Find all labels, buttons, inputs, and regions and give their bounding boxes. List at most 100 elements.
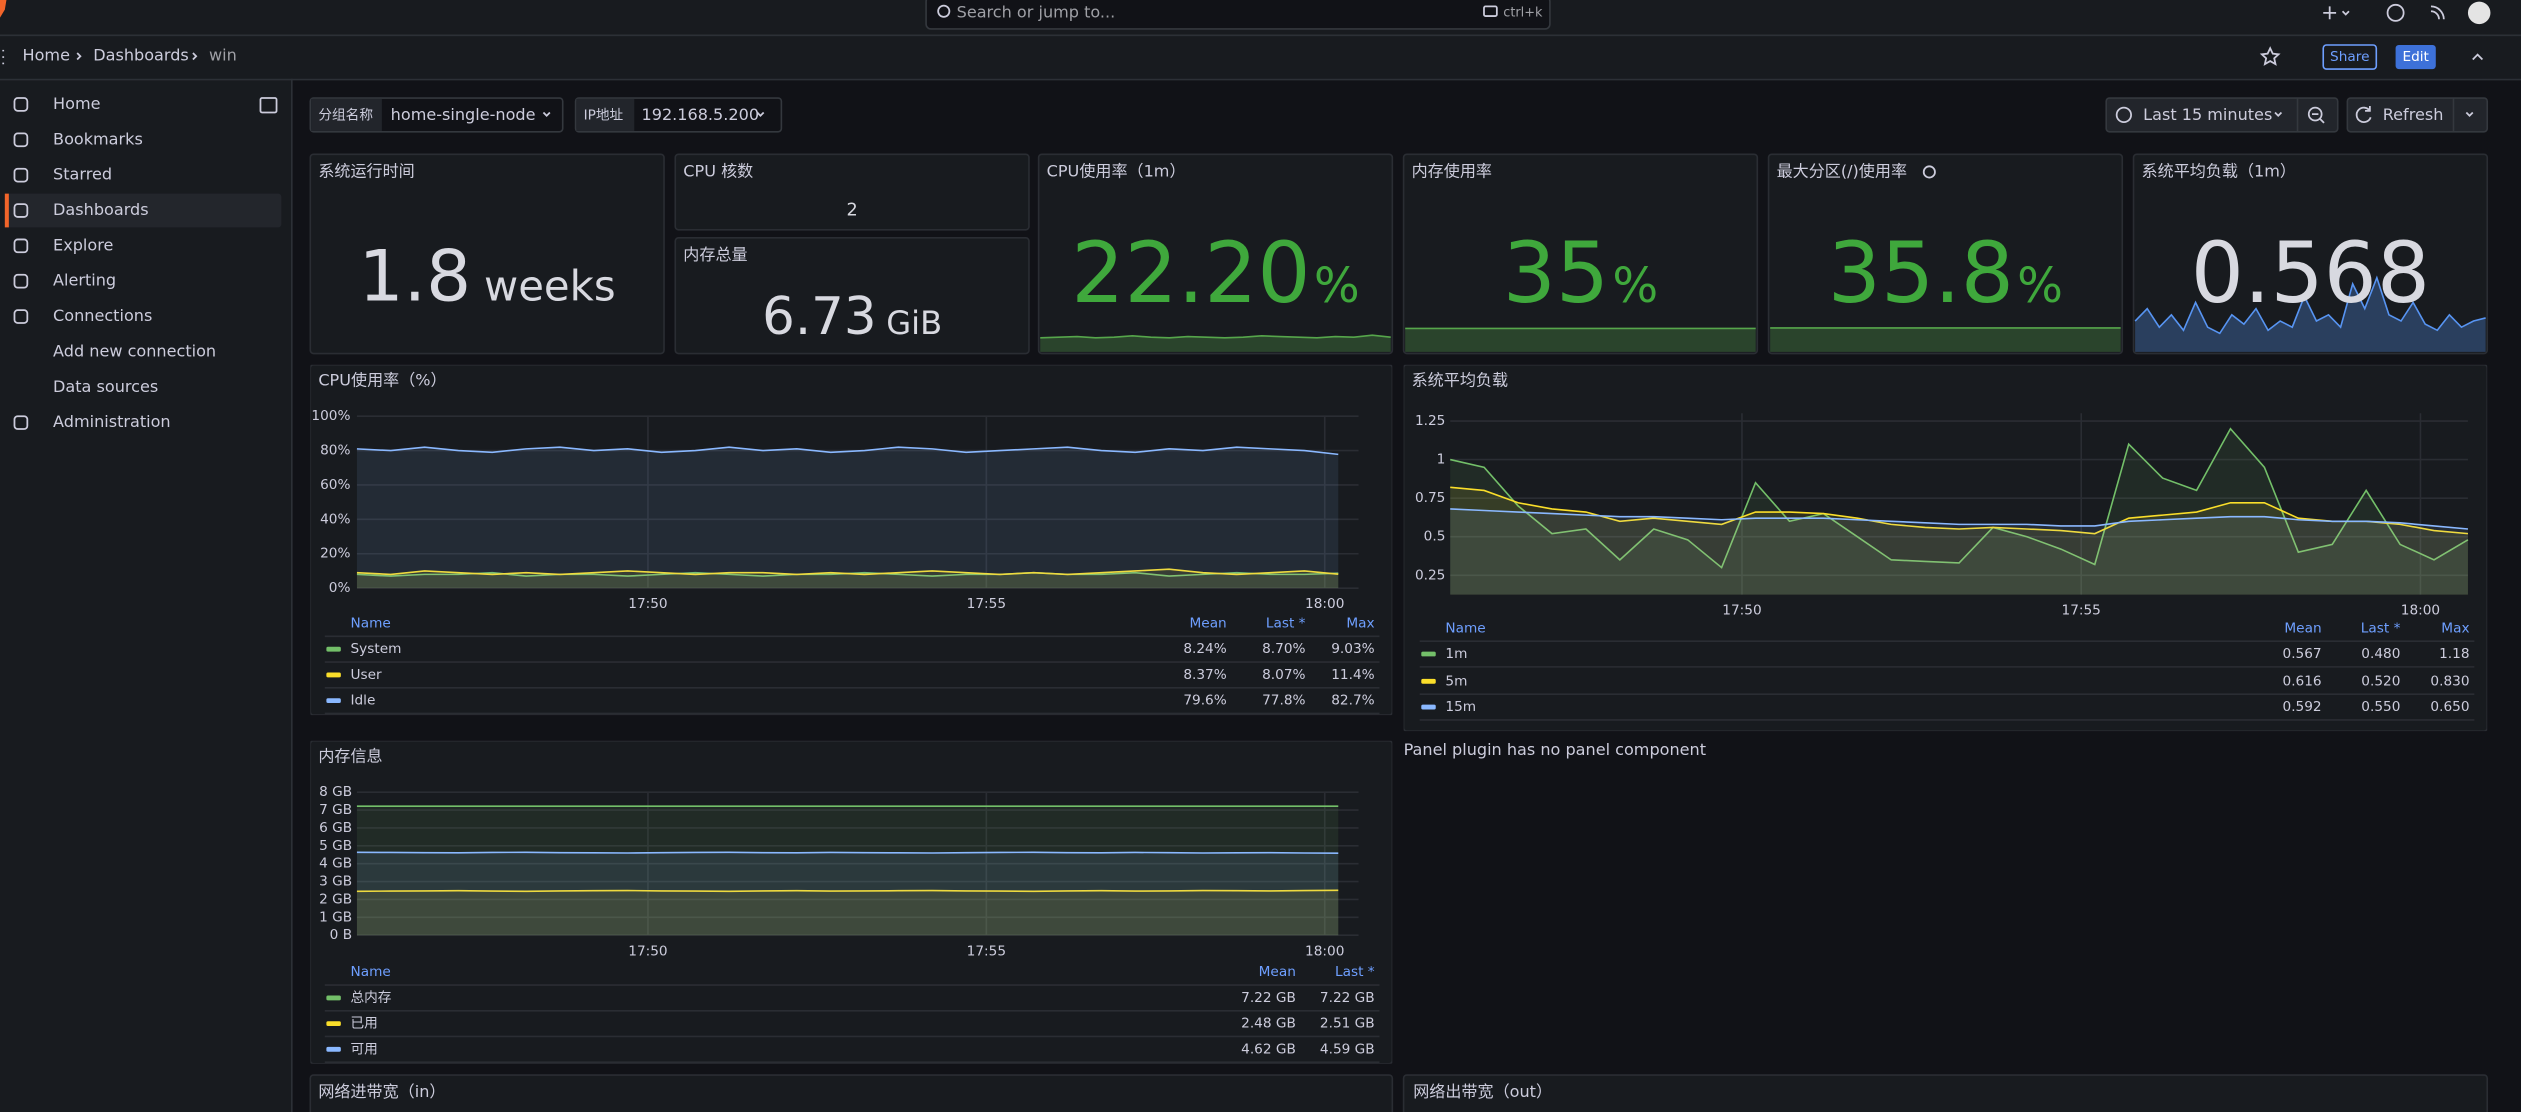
legend-value: 7.22 GB [1241, 990, 1296, 1006]
legend-header[interactable]: Max [1346, 615, 1374, 631]
chevron [756, 111, 765, 117]
legend-name[interactable]: 1m [1445, 646, 1467, 662]
nav-item[interactable]: Alerting [53, 271, 116, 290]
legend-header[interactable]: Last * [1266, 615, 1306, 631]
legend-value: 82.7% [1331, 693, 1374, 709]
legend-name[interactable]: 已用 [350, 1016, 377, 1032]
time-range: Last 15 minutes [2143, 105, 2272, 124]
series-fill [1450, 487, 2468, 595]
avatar[interactable] [2467, 1, 2491, 25]
refresh-interval-button[interactable] [2465, 111, 2474, 117]
y-tick-label: 1 GB [319, 909, 352, 925]
refresh-label: Refresh [2383, 105, 2444, 124]
variable-label-bg [576, 98, 635, 131]
shortcut: ctrl+k [1503, 5, 1543, 20]
share-button[interactable] [2322, 44, 2378, 70]
breadcrumb[interactable]: Home [23, 46, 71, 65]
y-tick-label: 3 GB [319, 874, 352, 890]
zoom-out-button[interactable] [2307, 106, 2323, 122]
legend-header[interactable]: Name [350, 615, 390, 631]
stat-value: 35% [1503, 224, 1658, 322]
x-tick-label: 17:55 [2062, 603, 2101, 619]
series-line [356, 446, 1339, 456]
legend-header[interactable]: Max [2441, 620, 2469, 636]
legend-name[interactable]: 总内存 [350, 990, 391, 1006]
legend-value: 0.567 [2283, 646, 2322, 662]
help-button[interactable] [2386, 3, 2405, 22]
y-tick-label: 7 GB [319, 802, 352, 818]
series-line [356, 889, 1339, 893]
star-button[interactable] [2259, 46, 2281, 66]
stat-title: 最大分区(/)使用率 [1777, 161, 1907, 180]
refresh-button[interactable] [2346, 97, 2489, 133]
nav-item[interactable]: Starred [53, 165, 112, 184]
collapse-button[interactable] [2472, 53, 2484, 61]
y-tick-label: 0.5 [1424, 529, 1446, 545]
nav-item[interactable]: Bookmarks [53, 129, 143, 148]
nav-icon [13, 203, 29, 218]
variable-value[interactable]: home-single-node [391, 105, 536, 124]
y-tick-label: 0% [329, 580, 351, 596]
stat-title: 系统平均负载（1m） [2142, 161, 2296, 180]
sparkline-area [1405, 328, 1756, 352]
nav-item[interactable]: Connections [53, 306, 152, 325]
legend-header[interactable]: Name [1445, 620, 1485, 636]
legend-name[interactable]: User [350, 667, 382, 683]
panel [309, 1074, 1394, 1112]
news-button[interactable] [2430, 5, 2445, 20]
search-box[interactable] [925, 0, 1551, 30]
stat-panel [309, 153, 665, 355]
stat-panel [674, 237, 1030, 355]
logo[interactable] [0, 0, 7, 18]
legend-header[interactable]: Mean [1259, 964, 1296, 980]
stat-unit: % [2017, 258, 2063, 314]
nav-item[interactable]: Explore [53, 235, 113, 254]
chevron [192, 52, 198, 61]
chevron [76, 52, 82, 61]
x-tick-label: 17:50 [1722, 603, 1761, 619]
nav-subitem[interactable]: Add new connection [53, 341, 216, 360]
edit-button[interactable] [2395, 44, 2436, 70]
y-tick-label: 1.25 [1415, 413, 1445, 429]
x-tick-label: 18:00 [1305, 596, 1344, 612]
sparkline [1040, 334, 1391, 339]
y-tick-label: 20% [320, 546, 350, 562]
chart-title: CPU使用率（%） [318, 370, 446, 389]
y-tick-label: 0.75 [1415, 490, 1445, 506]
x-tick-label: 17:55 [967, 596, 1006, 612]
dock-button[interactable] [259, 97, 278, 114]
series-fill [356, 572, 1339, 589]
stat-title: 内存总量 [683, 245, 747, 264]
stat-number: 22.20 [1071, 224, 1310, 322]
time-picker[interactable] [2105, 97, 2339, 133]
legend-header[interactable]: Mean [2284, 620, 2321, 636]
legend-header[interactable]: Last * [1335, 964, 1375, 980]
breadcrumb[interactable]: Dashboards [93, 46, 189, 65]
nav-item[interactable]: Administration [53, 412, 171, 431]
legend-name[interactable]: System [350, 641, 401, 657]
stat-value: 1.8 weeks [359, 235, 616, 318]
legend-name[interactable]: 可用 [350, 1041, 377, 1057]
legend-header[interactable]: Name [350, 964, 390, 980]
series-fill [356, 890, 1339, 936]
legend-header[interactable]: Mean [1190, 615, 1227, 631]
nav-item[interactable]: Dashboards [53, 200, 149, 219]
nav-icon [13, 97, 29, 112]
legend-name[interactable]: 5m [1445, 673, 1467, 689]
nav-item[interactable]: Home [53, 94, 101, 113]
legend-value: 0.830 [2430, 673, 2469, 689]
variable-value[interactable]: 192.168.5.200 [642, 105, 760, 124]
new-button[interactable] [2323, 6, 2350, 20]
y-tick-label: 2 GB [319, 891, 352, 907]
legend-name[interactable]: Idle [350, 693, 375, 709]
legend-header[interactable]: Last * [2361, 620, 2401, 636]
y-tick-label: 6 GB [319, 820, 352, 836]
legend-swatch [1421, 651, 1436, 657]
stat-unit: % [1314, 258, 1360, 314]
nav-subitem[interactable]: Data sources [53, 377, 158, 396]
legend-name[interactable]: 15m [1445, 699, 1476, 715]
series-fill [356, 447, 1339, 589]
y-tick-label: 80% [320, 443, 350, 459]
zoom-icon [2311, 113, 2325, 124]
